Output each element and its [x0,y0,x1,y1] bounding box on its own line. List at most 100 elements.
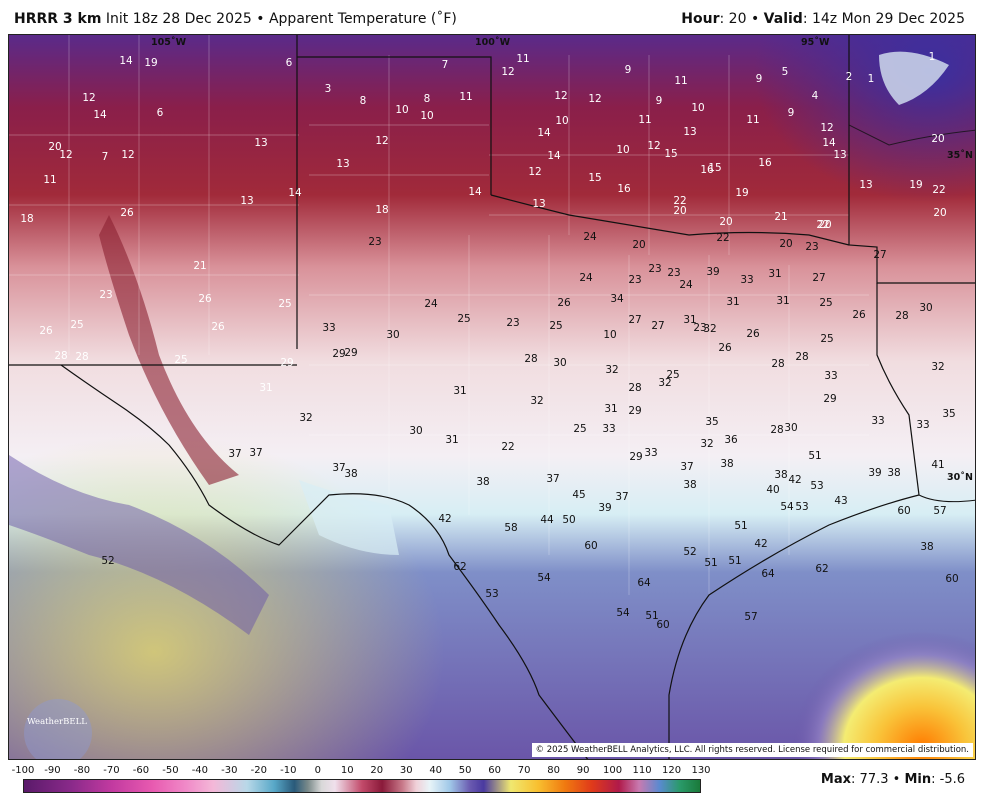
temperature-value: 26 [120,206,134,219]
temperature-value: 38 [683,478,697,491]
temperature-value: 12 [554,89,568,102]
temperature-value: 24 [424,297,438,310]
temperature-value: 32 [299,411,313,424]
temperature-value: 33 [740,273,754,286]
colorbar-tick-label: -10 [280,765,297,776]
temperature-value: 32 [530,394,544,407]
temperature-value: 20 [48,140,62,153]
temperature-value: 20 [779,237,793,250]
temperature-value: 20 [933,206,947,219]
temperature-value: 19 [144,56,158,69]
temperature-value: 13 [532,197,546,210]
temperature-value: 51 [734,519,748,532]
temperature-value: 51 [728,554,742,567]
temperature-value: 16 [700,163,714,176]
coord-30n: 30˚N [947,472,973,483]
temperature-value: 20 [931,132,945,145]
temperature-value: 31 [683,313,697,326]
temperature-value: 10 [555,114,569,127]
temperature-value: 53 [795,500,809,513]
temperature-value: 33 [322,321,336,334]
temperature-value: 38 [920,540,934,553]
temperature-value: 13 [240,194,254,207]
temperature-value: 30 [784,421,798,434]
temperature-value: 5 [781,65,789,78]
temperature-value: 29 [344,346,358,359]
temperature-value: 52 [101,554,115,567]
temperature-value: 26 [852,308,866,321]
temperature-value: 51 [645,609,659,622]
temperature-value: 43 [834,494,848,507]
temperature-value: 38 [720,457,734,470]
temperature-value: 37 [249,446,263,459]
temperature-value: 23 [368,235,382,248]
temperature-value: 23 [628,273,642,286]
temperature-value: 22 [932,183,946,196]
temperature-value: 18 [20,212,34,225]
temperature-value: 25 [549,319,563,332]
temperature-value: 42 [788,473,802,486]
temperature-value: 26 [198,292,212,305]
min-label: Min [904,772,932,787]
temperature-value: 4 [811,89,819,102]
temperature-value: 42 [754,537,768,550]
temperature-value: 29 [280,356,294,369]
temperature-value: 14 [93,108,107,121]
temperature-value: 28 [795,350,809,363]
temperature-value: 35 [705,415,719,428]
temperature-value: 28 [771,357,785,370]
temperature-value: 10 [603,328,617,341]
temperature-value: 9 [655,94,663,107]
temperature-value: 35 [942,407,956,420]
valid-label: Valid [763,11,803,27]
colorbar-tick-label: 40 [429,765,443,776]
temperature-value: 15 [708,161,722,174]
temperature-value: 38 [887,466,901,479]
temperature-value: 15 [664,147,678,160]
temperature-value: 12 [528,165,542,178]
temperature-value: 7 [101,150,109,163]
temperature-value: 62 [815,562,829,575]
temperature-value: 31 [776,294,790,307]
temperature-value: 27 [628,313,642,326]
temperature-value: 64 [761,567,775,580]
map-field [9,35,975,759]
temperature-value: 60 [945,572,959,585]
hour-label: Hour [681,11,720,27]
temperature-value: 30 [553,356,567,369]
temperature-value: 39 [868,466,882,479]
temperature-value: 37 [615,490,629,503]
temperature-value: 54 [616,606,630,619]
temperature-value: 13 [336,157,350,170]
temperature-value: 22 [501,440,515,453]
temperature-value: 26 [557,296,571,309]
temperature-value: 42 [438,512,452,525]
colorbar-tick-label: -70 [103,765,120,776]
temperature-value: 39 [598,501,612,514]
temperature-value: 9 [624,63,632,76]
header: HRRR 3 km Init 18z 28 Dec 2025 • Apparen… [0,0,984,34]
temperature-value: 21 [774,210,788,223]
temperature-value: 27 [651,319,665,332]
temperature-value: 28 [524,352,538,365]
temperature-value: 6 [285,56,293,69]
temperature-value: 33 [916,418,930,431]
colorbar-ticks: -100 -90 -80 -70 -60 -50 -40 -30 -20 -10 0 10 20 30 40… [8,764,711,778]
colorbar: -100 -90 -80 -70 -60 -50 -40 -30 -20 -10 0 10 20 30 40… [8,764,984,808]
valid-value: : 14z Mon 29 Dec 2025 [802,11,965,27]
temperature-value: 33 [824,369,838,382]
colorbar-tick-label: -80 [73,765,91,776]
temperature-value: 50 [562,513,576,526]
colorbar-tick-label: -100 [11,765,35,776]
temperature-value: 29 [629,450,643,463]
temperature-value: 38 [476,475,490,488]
temperature-value: 38 [344,467,358,480]
temperature-value: 57 [744,610,758,623]
temperature-value: 12 [820,121,834,134]
temperature-value: 7 [441,58,449,71]
temperature-value: 19 [909,178,923,191]
temperature-value: 37 [228,447,242,460]
colorbar-tick-label: -60 [132,765,150,776]
colorbar-tick-label: -50 [162,765,179,776]
max-label: Max [820,772,852,787]
